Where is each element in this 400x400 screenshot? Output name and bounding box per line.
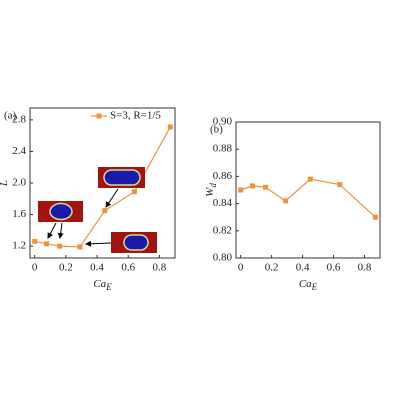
marker: [307, 176, 313, 182]
y-tick-label: 2.0: [12, 177, 26, 189]
marker: [337, 182, 343, 188]
marker: [372, 214, 378, 220]
series-line: [240, 178, 376, 218]
x-tick-label: 0.2: [265, 262, 279, 274]
legend-label: S=3, R=1/5: [110, 110, 161, 122]
x-tick-label: 0.8: [358, 262, 372, 274]
arrow: [57, 222, 64, 239]
x-tick-label: 0: [32, 262, 38, 274]
marker: [238, 187, 244, 193]
marker: [283, 198, 289, 204]
arrow: [85, 240, 112, 247]
y-tick-label: 0.90: [213, 116, 233, 128]
marker: [249, 183, 255, 189]
x-tick-label: 0.8: [153, 262, 167, 274]
marker: [167, 124, 173, 130]
marker: [77, 244, 83, 250]
y-tick-label: 0.80: [213, 252, 233, 264]
y-tick-label: 1.2: [12, 240, 26, 252]
x-tick-label: 0.6: [327, 262, 341, 274]
drop: [123, 234, 149, 251]
y-tick-label: 0.82: [213, 224, 232, 236]
plot-frame: [235, 121, 381, 259]
x-tick-label: 0.6: [121, 262, 135, 274]
y-tick-label: 0.86: [213, 170, 233, 182]
marker: [57, 243, 63, 249]
legend-marker: [96, 113, 102, 119]
x-tick-label: 0.4: [296, 262, 310, 274]
insets: [38, 167, 157, 253]
x-tick-label: 0: [238, 262, 244, 274]
y-axis-label: Wd: [204, 183, 219, 197]
marker: [131, 189, 137, 195]
arrow: [47, 222, 57, 239]
marker: [32, 238, 38, 244]
panel-label: (a): [4, 110, 17, 122]
drop: [103, 169, 141, 186]
y-axis-label: L: [0, 180, 10, 187]
x-axis-label: CaE: [299, 278, 318, 293]
x-tick-label: 0.4: [90, 262, 104, 274]
marker: [262, 184, 268, 190]
marker: [102, 208, 108, 214]
marker: [44, 241, 50, 247]
drop: [49, 202, 73, 221]
panel-label: (b): [210, 124, 223, 136]
y-tick-label: 1.6: [12, 208, 26, 220]
y-tick-label: 0.84: [213, 197, 233, 209]
x-tick-label: 0.2: [59, 262, 73, 274]
y-tick-label: 2.4: [12, 145, 26, 157]
x-axis-label: CaE: [93, 278, 112, 293]
y-tick-label: 2.8: [12, 113, 26, 125]
y-tick-label: 0.88: [213, 143, 233, 155]
arrow: [105, 188, 119, 208]
